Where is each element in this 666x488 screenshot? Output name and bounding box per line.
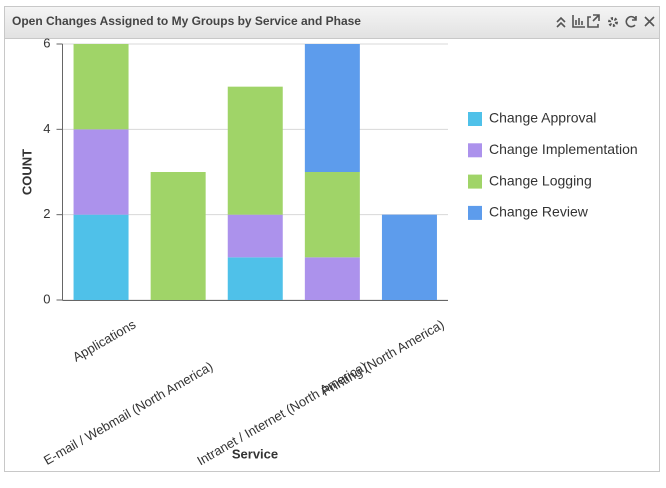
bar-segment — [304, 44, 360, 172]
bar-segment — [227, 86, 283, 215]
legend-label: Change Logging — [489, 172, 592, 188]
bar-segment — [227, 257, 283, 300]
bar-segment — [304, 172, 360, 258]
legend-swatch — [468, 143, 482, 158]
bar-segment — [304, 257, 360, 300]
collapse-icon[interactable] — [556, 16, 566, 28]
bar-segment — [227, 214, 283, 258]
popout-icon[interactable] — [587, 14, 600, 28]
chart-icon[interactable] — [572, 15, 585, 28]
y-tick-label: 0 — [43, 291, 50, 306]
widget-header — [5, 7, 659, 38]
legend-swatch — [468, 112, 482, 126]
bar-segment — [381, 214, 437, 300]
y-tick-label: 4 — [43, 121, 50, 136]
refresh-icon[interactable] — [625, 15, 637, 28]
legend-swatch — [468, 205, 482, 220]
legend-label: Change Implementation — [489, 141, 638, 157]
chart-title: Open Changes Assigned to My Groups by Se… — [12, 14, 361, 28]
bar-segment — [73, 129, 129, 215]
bar-segment — [73, 214, 129, 300]
y-tick-label: 6 — [43, 35, 50, 50]
y-tick-label: 2 — [43, 206, 50, 221]
header-icons[interactable] — [556, 14, 655, 28]
y-axis-label: COUNT — [19, 149, 34, 195]
bar-segment — [73, 44, 129, 130]
bar-segment — [150, 172, 206, 300]
x-axis-label: Service — [232, 446, 278, 461]
settings-icon[interactable] — [608, 17, 618, 27]
legend-label: Change Review — [489, 204, 589, 220]
legend-label: Change Approval — [489, 110, 596, 126]
legend-swatch — [468, 174, 482, 189]
close-icon[interactable] — [644, 16, 655, 27]
